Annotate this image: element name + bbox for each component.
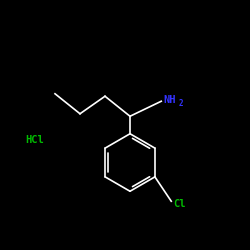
Text: 2: 2 [178, 100, 183, 108]
Text: NH: NH [164, 95, 176, 105]
Text: HCl: HCl [25, 135, 44, 145]
Text: Cl: Cl [174, 199, 186, 209]
